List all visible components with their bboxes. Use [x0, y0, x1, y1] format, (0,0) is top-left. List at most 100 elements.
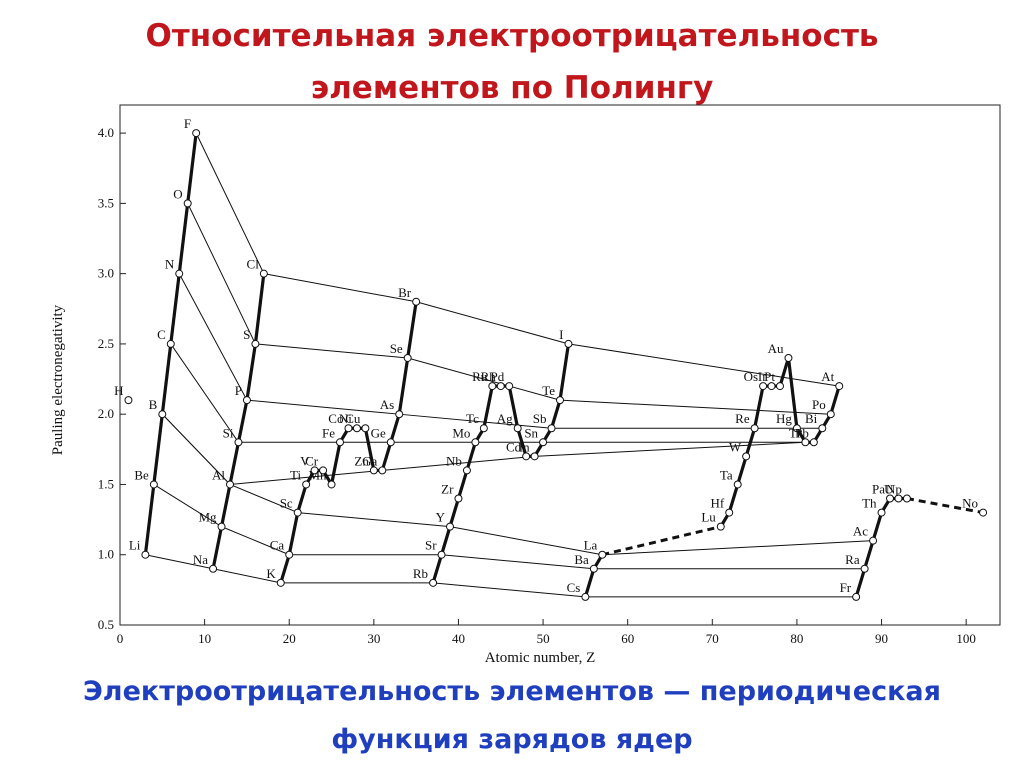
element-label: Ra — [845, 552, 860, 567]
element-point — [344, 424, 353, 433]
element-point — [589, 564, 598, 573]
element-label: S — [243, 327, 250, 342]
element-label: C — [157, 327, 166, 342]
group-line — [195, 132, 265, 274]
element-point — [581, 592, 590, 601]
group-line — [153, 484, 222, 528]
element-label: Fe — [322, 425, 335, 440]
period-line — [152, 413, 164, 485]
element-label: No — [962, 496, 978, 511]
element-label: Cl — [247, 257, 260, 272]
period-line — [871, 512, 884, 542]
element-label: Ba — [574, 552, 589, 567]
element-point — [378, 466, 387, 475]
element-point — [149, 480, 158, 489]
x-tick-label: 30 — [367, 631, 380, 646]
element-label: Zn — [354, 453, 369, 468]
element-point — [302, 480, 311, 489]
element-label: Cs — [567, 580, 581, 595]
element-label: Ca — [270, 538, 285, 553]
element-label: As — [380, 397, 394, 412]
element-label: Ta — [720, 467, 733, 482]
period-line — [431, 554, 444, 584]
element-point — [412, 297, 421, 306]
element-point — [564, 339, 573, 348]
x-tick-label: 80 — [790, 631, 803, 646]
element-point — [209, 564, 218, 573]
element-label: Mo — [452, 425, 470, 440]
x-tick-label: 40 — [452, 631, 465, 646]
element-label: F — [184, 116, 191, 131]
period-line — [601, 525, 722, 557]
element-label: Co — [328, 411, 343, 426]
period-line — [507, 385, 520, 429]
element-point — [141, 550, 150, 559]
slide-caption: Электроотрицательность элементов — перио… — [82, 676, 941, 755]
element-label: I — [559, 327, 563, 342]
element-point — [826, 410, 835, 419]
element-point — [217, 522, 226, 531]
element-point — [226, 480, 234, 489]
period-line — [296, 483, 308, 514]
element-label: Ir — [758, 369, 767, 384]
element-label: Rb — [413, 566, 428, 581]
element-label: Pt — [764, 369, 775, 384]
element-label: Sc — [280, 496, 293, 511]
x-tick-label: 70 — [706, 631, 719, 646]
period-line — [516, 427, 528, 457]
element-point — [293, 508, 302, 517]
element-label: Mn — [308, 467, 327, 482]
element-point — [183, 199, 192, 208]
element-label: Cr — [305, 453, 319, 468]
element-label: Os — [744, 369, 758, 384]
period-line — [177, 203, 190, 274]
element-point — [750, 424, 759, 433]
element-point — [809, 438, 818, 447]
period-line — [186, 132, 198, 204]
y-tick-label: 2.5 — [98, 336, 114, 351]
period-line — [287, 512, 300, 556]
period-line — [863, 540, 875, 570]
element-point — [361, 424, 370, 433]
period-line — [253, 273, 266, 345]
element-label: N — [165, 257, 175, 272]
group-line — [145, 554, 214, 570]
element-point — [860, 564, 869, 573]
element-label: Y — [436, 510, 446, 525]
period-line — [279, 554, 291, 584]
element-point — [488, 382, 497, 391]
period-line — [558, 343, 571, 401]
element-label: Cd — [506, 439, 522, 454]
element-point — [530, 452, 539, 461]
period-line — [329, 441, 342, 485]
group-line — [229, 469, 383, 485]
plot-frame — [119, 104, 1001, 626]
period-line — [744, 427, 757, 457]
element-label: Te — [542, 383, 555, 398]
element-point — [386, 438, 395, 447]
x-tick-label: 0 — [117, 631, 124, 646]
element-point — [175, 269, 184, 278]
element-label: Sb — [533, 411, 547, 426]
element-point — [158, 410, 167, 419]
period-line — [736, 455, 748, 485]
element-label: La — [584, 538, 598, 553]
period-line — [448, 498, 460, 528]
period-line — [482, 385, 494, 429]
element-point — [716, 522, 725, 531]
period-line — [778, 357, 790, 387]
element-label: Si — [223, 425, 234, 440]
group-line — [433, 582, 586, 598]
y-tick-label: 0.5 — [98, 617, 114, 632]
group-line — [221, 526, 290, 556]
element-label: O — [173, 186, 182, 201]
group-line — [170, 343, 239, 443]
element-point — [437, 550, 446, 559]
element-point — [192, 129, 201, 138]
element-point — [877, 508, 886, 517]
element-label: W — [729, 439, 742, 454]
element-label: Fr — [840, 580, 852, 595]
group-line — [263, 273, 417, 303]
y-axis-label: Pauling electronegativity — [50, 304, 66, 455]
